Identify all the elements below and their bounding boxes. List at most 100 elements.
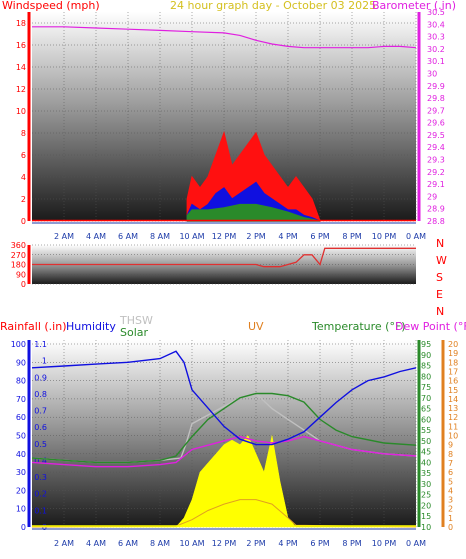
x-tick-label: 6 AM: [118, 539, 138, 548]
rainfall-tick-label: 1: [42, 357, 47, 366]
uv-tick-label: 11: [448, 422, 458, 431]
y2-tick-label: 29.1: [427, 180, 445, 189]
uv-tick-label: 19: [448, 349, 458, 358]
y2-tick-label: 29.8: [427, 94, 445, 103]
x-tick-label: 2 PM: [246, 539, 265, 548]
compass-label: N: [436, 305, 444, 318]
y2-tick-label: 30.2: [427, 45, 445, 54]
humidity-tick-label: 20: [16, 486, 26, 495]
y2-tick-label: 29.9: [427, 82, 445, 91]
rainfall-tick-label: 0.7: [34, 407, 47, 416]
uv-tick-label: 13: [448, 404, 458, 413]
series-temperature: [31, 392, 417, 464]
temperature-tick-label: 50: [421, 437, 431, 446]
y-tick-label: 18: [16, 19, 26, 28]
uv-tick-label: 16: [448, 377, 458, 386]
temperature-tick-label: 65: [421, 405, 431, 414]
temperature-label: Temperature (°F): [311, 320, 406, 333]
direction-series: [32, 247, 416, 268]
rainfall-tick-label: 0.1: [34, 506, 47, 515]
y2-tick-label: 30.5: [427, 8, 445, 17]
rainfall-tick-label: 0: [42, 523, 47, 532]
x-tick-label: 2 PM: [246, 232, 265, 241]
temperature-tick-label: 45: [421, 448, 431, 457]
y2-tick-label: 29.3: [427, 156, 445, 165]
compass-label: W: [436, 254, 447, 267]
time-axis-top: 2 AM 4 AM 6 AM 8 AM 10 AM 12 PM 2 PM 4 PM 6 PM 8 …: [32, 222, 426, 241]
series-direction: [32, 247, 416, 268]
uv-tick-label: 4: [448, 486, 453, 495]
y-tick-label: 360: [11, 241, 26, 250]
x-tick-label: 8 AM: [150, 232, 170, 241]
x-tick-label: 0 AM: [406, 232, 426, 241]
rainfall-tick-label: 0.8: [34, 390, 47, 399]
rainfall-tick-label: 0.3: [34, 473, 47, 482]
compass-label: E: [436, 288, 443, 301]
humidity-tick-label: 30: [16, 468, 26, 477]
humidity-tick-label: 0: [21, 523, 26, 532]
humidity-tick-label: 60: [16, 413, 26, 422]
y2-tick-label: 30: [427, 69, 437, 78]
solar-label: Solar: [120, 326, 149, 339]
y-tick-label: 14: [16, 63, 26, 72]
temperature-tick-label: 80: [421, 372, 431, 381]
uv-tick-label: 1: [448, 514, 453, 523]
humidity-tick-label: 10: [16, 505, 26, 514]
y2-tick-label: 28.8: [427, 217, 445, 226]
temperature-tick-label: 40: [421, 458, 431, 467]
uv-tick-label: 2: [448, 505, 453, 514]
y-tick-label: 2: [21, 195, 26, 204]
x-tick-label: 8 PM: [342, 232, 361, 241]
series-uv: [31, 499, 417, 528]
x-tick-label: 10 PM: [372, 232, 397, 241]
temperature-tick-label: 75: [421, 383, 431, 392]
humidity-tick-label: 80: [16, 377, 26, 386]
temperature-tick-label: 85: [421, 362, 431, 371]
temperature-tick-label: 60: [421, 415, 431, 424]
uv-tick-label: 5: [448, 477, 453, 486]
x-tick-label: 8 AM: [150, 539, 170, 548]
time-axis-bottom: 2 AM 4 AM 6 AM 8 AM 10 AM 12 PM 2 PM 4 PM 6 PM 8 …: [32, 528, 426, 548]
temperature-tick-label: 10: [421, 523, 431, 532]
thsw-label: THSW: [119, 314, 153, 327]
series-humidity: [31, 350, 417, 446]
rainfall-label: Rainfall (.in): [0, 320, 67, 333]
y2-tick-label: 29.7: [427, 106, 445, 115]
uv-tick-label: 9: [448, 441, 453, 450]
y-tick-label: 12: [16, 85, 26, 94]
temperature-tick-label: 35: [421, 469, 431, 478]
x-tick-label: 10 AM: [179, 232, 204, 241]
x-tick-label: 2 AM: [54, 232, 74, 241]
dewpoint-label: Dew Point (°F): [395, 320, 466, 333]
y-tick-label: 6: [21, 151, 26, 160]
uv-label: UV: [248, 320, 264, 333]
y2-tick-label: 29.2: [427, 168, 445, 177]
y-tick-label: 0: [21, 280, 26, 289]
y2-tick-label: 29.4: [427, 143, 445, 152]
uv-tick-label: 14: [448, 395, 458, 404]
uv-tick-label: 6: [448, 468, 453, 477]
rainfall-tick-label: 1.1: [34, 340, 47, 349]
x-tick-label: 4 PM: [278, 232, 297, 241]
y-tick-label: 16: [16, 41, 26, 50]
temperature-tick-label: 15: [421, 512, 431, 521]
y2-tick-label: 29.6: [427, 119, 445, 128]
uv-tick-label: 18: [448, 358, 458, 367]
y2-tick-label: 29: [427, 192, 437, 201]
rainfall-axis: 0 0.1 0.2 0.3 0.4 0.5 0.6 0.7 0.8 0.9 1 1.1: [34, 340, 47, 532]
y-tick-label: 90: [16, 270, 26, 279]
uv-tick-label: 15: [448, 386, 458, 395]
humidity-axis: 0 10 20 30 40 50 60 70 80 90 100: [11, 340, 31, 532]
y-tick-label: 4: [21, 173, 26, 182]
chart-title: 24 hour graph day - October 03 2025: [170, 0, 376, 12]
x-tick-label: 10 AM: [179, 539, 204, 548]
x-tick-label: 4 PM: [278, 539, 297, 548]
series-dew-point: [31, 435, 417, 468]
rainfall-tick-label: 0.9: [34, 373, 47, 382]
x-tick-label: 2 AM: [54, 539, 74, 548]
barometer-axis: 28.8 28.9 29 29.1 29.2 29.3 29.4 29.5 29.6 29.7 29…: [417, 8, 445, 226]
rainfall-tick-label: 0.2: [34, 490, 47, 499]
